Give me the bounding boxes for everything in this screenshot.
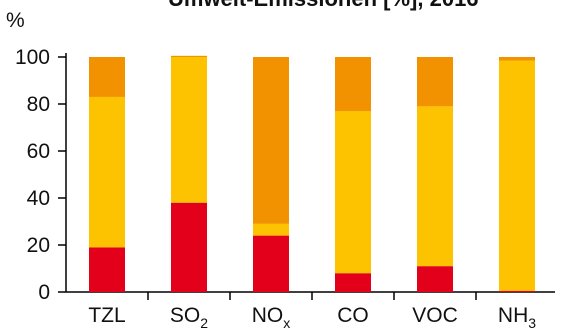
bar-segment-no-1	[253, 223, 289, 236]
bar-segment-voc-0	[417, 266, 453, 292]
bar-segment-co-1	[335, 111, 371, 274]
y-axis-unit-label: %	[6, 9, 25, 32]
x-tick-label: NOx	[252, 304, 291, 331]
axis-layer: 0 20 40 60 80 100	[15, 46, 555, 304]
bar-segment-tzl-1	[89, 96, 125, 248]
bar-segment-tzl-2	[89, 57, 125, 97]
x-tick-label: NH3	[498, 304, 536, 331]
bar-segment-so-0	[171, 202, 207, 292]
y-tick-label: 100	[15, 46, 50, 69]
bar-segment-nh-2	[499, 57, 535, 61]
y-tick-label: 0	[38, 281, 50, 304]
bar-layer	[89, 55, 535, 292]
x-tick-label: VOC	[412, 304, 458, 327]
bar-segment-so-1	[171, 57, 207, 203]
y-tick-label: 20	[27, 234, 50, 257]
bar-segment-tzl-0	[89, 247, 125, 292]
chart-title: Umwelt-Emissionen [%], 2016	[168, 0, 479, 11]
x-tick-label: TZL	[88, 304, 125, 327]
bar-segment-co-2	[335, 57, 371, 112]
bar-segment-voc-2	[417, 57, 453, 107]
x-tick-label: SO2	[170, 304, 208, 331]
bar-segment-no-2	[253, 57, 289, 224]
y-tick-label: 60	[27, 140, 50, 163]
y-tick-label: 40	[27, 187, 50, 210]
bar-segment-voc-1	[417, 106, 453, 267]
x-tick-label: CO	[337, 304, 369, 327]
bar-segment-co-0	[335, 273, 371, 292]
bar-segment-no-0	[253, 235, 289, 292]
bar-segment-nh-1	[499, 60, 535, 291]
bar-segment-so-2	[171, 55, 207, 57]
bar-segment-nh-0	[499, 290, 535, 292]
label-layer: TZL SO2 NOx CO VOC NH3	[88, 304, 536, 331]
y-tick-label: 80	[27, 93, 50, 116]
